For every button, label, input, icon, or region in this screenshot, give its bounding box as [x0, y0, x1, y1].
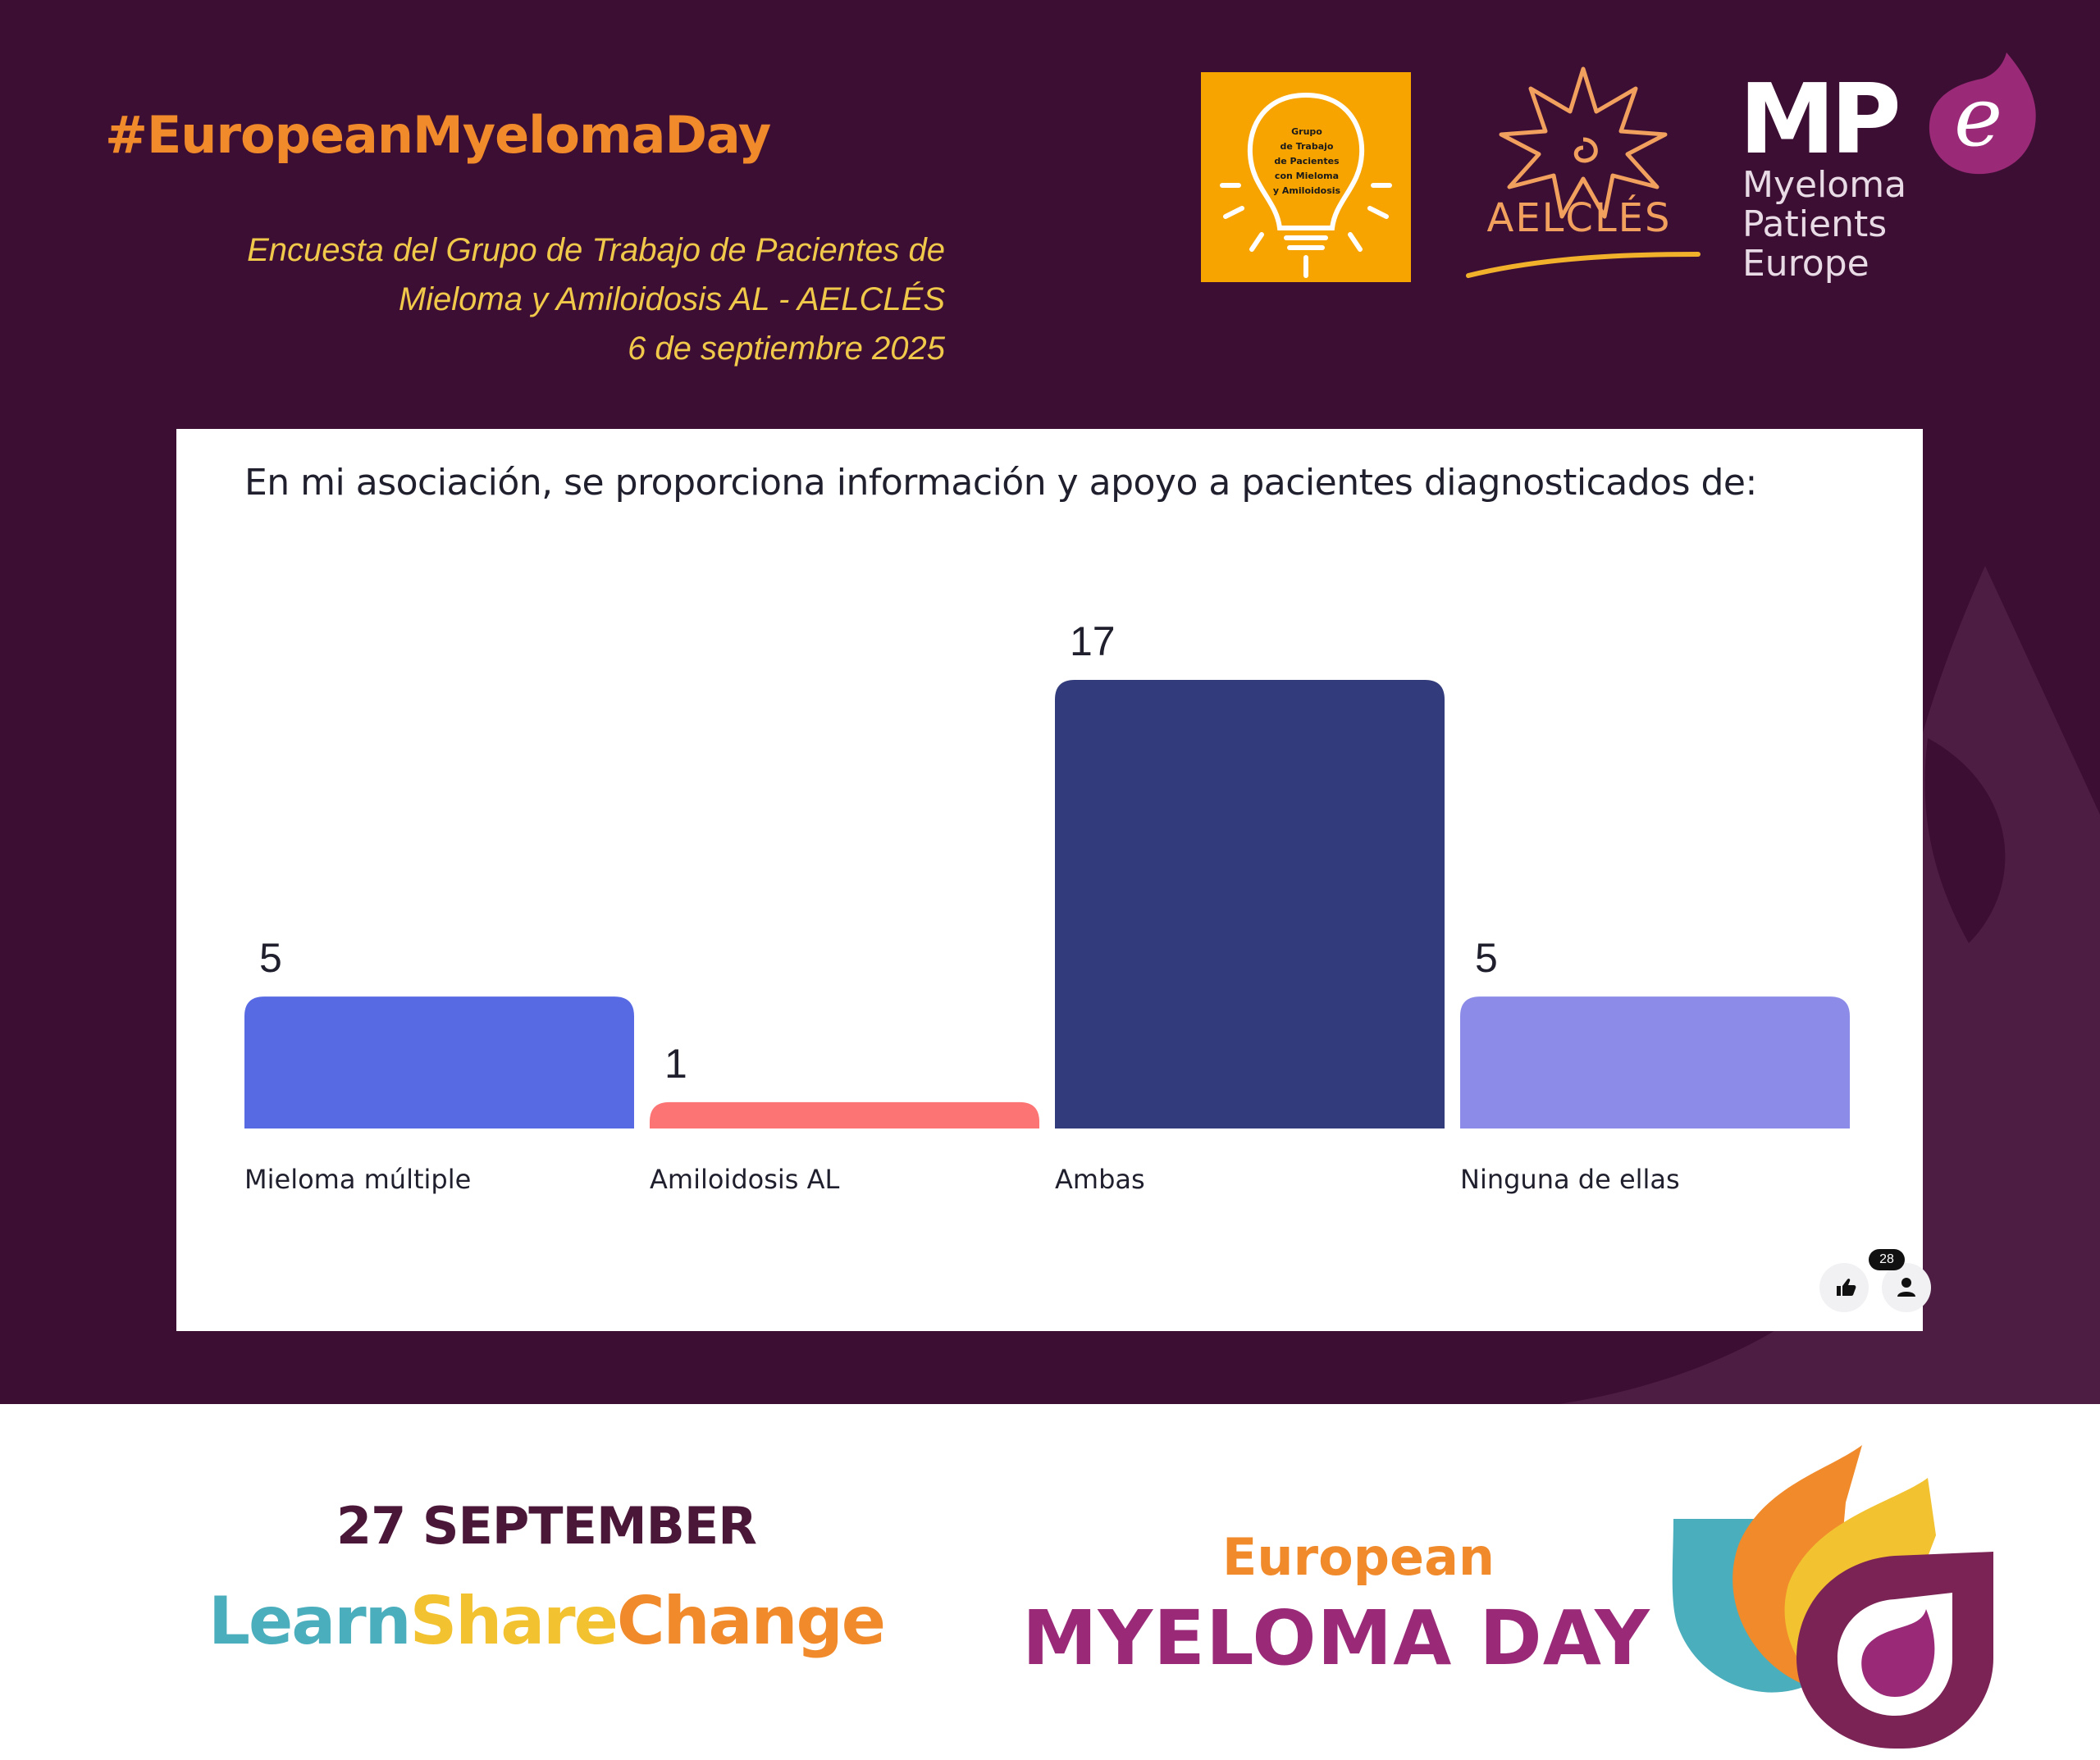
aelcles-name: AELCLÉS	[1486, 195, 1672, 241]
category-label: Ambas	[1055, 1164, 1145, 1195]
star-flower-icon	[1466, 66, 1701, 278]
aelcles-logo: AELCLÉS	[1460, 64, 1706, 285]
participants-button[interactable]	[1882, 1263, 1931, 1312]
survey-subtitle: Encuesta del Grupo de Trabajo de Pacient…	[247, 226, 945, 373]
person-icon	[1897, 1278, 1915, 1297]
bar-value-label: 17	[1070, 618, 1116, 664]
grupo-trabajo-logo: Grupo de Trabajo de Pacientes con Mielom…	[1201, 72, 1411, 282]
subtitle-line: 6 de septiembre 2025	[628, 331, 945, 367]
learn-share-change-slogan: LearnShareChange	[208, 1583, 886, 1659]
category-label: Amiloidosis AL	[650, 1164, 840, 1195]
like-button[interactable]	[1819, 1263, 1869, 1312]
thumbs-up-icon	[1837, 1279, 1856, 1296]
bar-3	[1055, 680, 1445, 1128]
bar-value-label: 5	[1475, 935, 1498, 981]
bar-2	[650, 1101, 1039, 1128]
mpe-letter: e	[1954, 69, 2003, 165]
category-label: Ninguna de ellas	[1460, 1164, 1680, 1195]
lightbulb-icon	[1220, 92, 1392, 278]
poll-results-card: En mi asociación, se proporciona informa…	[176, 429, 1931, 1331]
header-area: #EuropeanMyelomaDay Encuesta del Grupo d…	[105, 51, 2100, 1404]
mpe-droplet-icon	[1929, 52, 2036, 175]
bar-value-label: 5	[259, 935, 282, 981]
subtitle-line: Mieloma y Amiloidosis AL - AELCLÉS	[398, 281, 945, 317]
grupo-logo-text: Grupo de Trabajo de Pacientes con Mielom…	[1272, 126, 1341, 196]
bar-value-label: 1	[664, 1041, 687, 1087]
category-label: Mieloma múltiple	[244, 1164, 471, 1195]
bar-4	[1460, 996, 1850, 1128]
european-label: European	[1222, 1527, 1495, 1587]
slogan-share: Share	[409, 1583, 619, 1659]
decorative-droplet-shape	[1559, 566, 2100, 1404]
slogan-change: Change	[616, 1583, 886, 1659]
myeloma-day-label: MYELOMA DAY	[1022, 1594, 1650, 1682]
subtitle-line: Encuesta del Grupo de Trabajo de Pacient…	[247, 232, 945, 268]
chart-title: En mi asociación, se proporciona informa…	[244, 462, 1757, 504]
droplet-petals-icon	[1672, 1445, 1993, 1749]
footer-banner: 27 SEPTEMBER LearnShareChange European M…	[0, 1404, 2100, 1760]
mpe-mark: MP	[1739, 62, 1901, 176]
hashtag-title: #EuropeanMyelomaDay	[105, 105, 771, 165]
event-date: 27 SEPTEMBER	[336, 1496, 757, 1556]
mpe-logo: MP e Myeloma Patients Europe	[1739, 51, 2036, 297]
bar-1	[244, 996, 634, 1128]
mpe-text: Myeloma Patients Europe	[1742, 164, 1907, 285]
slogan-learn: Learn	[208, 1583, 412, 1659]
bar-chart: 5 Mieloma múltiple 1 Amiloidosis AL 17 Ambas 5…	[244, 618, 1850, 1195]
participants-count-badge: 28	[1869, 1249, 1905, 1270]
